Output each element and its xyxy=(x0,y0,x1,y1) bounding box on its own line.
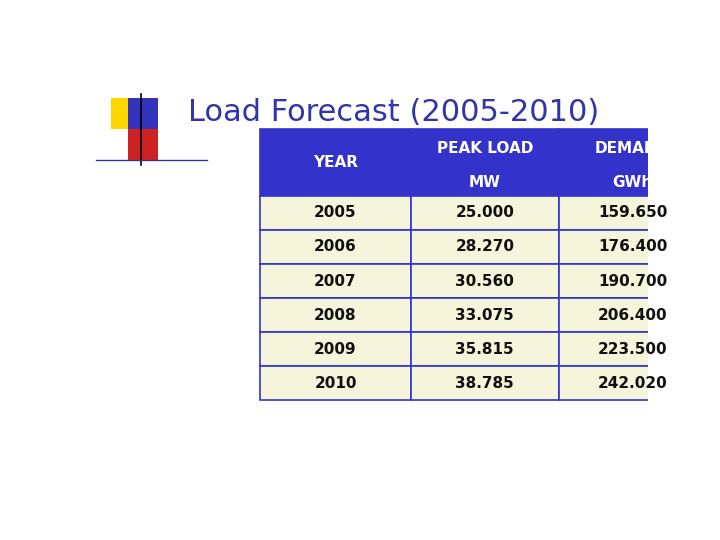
Bar xyxy=(559,332,706,366)
Text: 28.270: 28.270 xyxy=(455,239,514,254)
Text: 30.560: 30.560 xyxy=(455,274,514,288)
Bar xyxy=(260,129,411,196)
Bar xyxy=(411,298,559,332)
Text: 25.000: 25.000 xyxy=(455,205,514,220)
Bar xyxy=(559,129,706,168)
Text: DEMAND: DEMAND xyxy=(595,141,670,157)
Bar xyxy=(411,264,559,298)
Bar xyxy=(260,230,411,264)
Bar xyxy=(411,366,559,400)
Text: 190.700: 190.700 xyxy=(598,274,667,288)
Bar xyxy=(128,98,158,129)
Bar xyxy=(411,196,559,230)
Text: 2008: 2008 xyxy=(314,308,357,322)
Bar xyxy=(559,168,706,196)
Text: 35.815: 35.815 xyxy=(456,342,514,357)
Bar xyxy=(260,264,411,298)
Text: 159.650: 159.650 xyxy=(598,205,667,220)
Text: 2007: 2007 xyxy=(314,274,357,288)
Bar xyxy=(411,129,559,168)
Bar xyxy=(260,298,411,332)
Bar xyxy=(559,366,706,400)
Bar xyxy=(559,298,706,332)
Text: PEAK LOAD: PEAK LOAD xyxy=(436,141,533,157)
Bar xyxy=(411,332,559,366)
Text: 223.500: 223.500 xyxy=(598,342,667,357)
Bar xyxy=(260,366,411,400)
Bar xyxy=(411,168,559,196)
Bar xyxy=(559,230,706,264)
Text: 2010: 2010 xyxy=(314,376,357,391)
Text: YEAR: YEAR xyxy=(313,155,358,170)
Text: 2005: 2005 xyxy=(314,205,357,220)
Bar xyxy=(111,98,141,129)
Text: 242.020: 242.020 xyxy=(598,376,667,391)
Bar xyxy=(260,196,411,230)
Bar xyxy=(559,264,706,298)
Bar xyxy=(128,129,158,160)
Bar xyxy=(559,196,706,230)
Text: 206.400: 206.400 xyxy=(598,308,667,322)
Text: 33.075: 33.075 xyxy=(456,308,514,322)
Bar xyxy=(260,332,411,366)
Text: 38.785: 38.785 xyxy=(456,376,514,391)
Text: MW: MW xyxy=(469,175,501,190)
Bar xyxy=(411,230,559,264)
Text: 2009: 2009 xyxy=(314,342,357,357)
Text: 2006: 2006 xyxy=(314,239,357,254)
Text: 176.400: 176.400 xyxy=(598,239,667,254)
Text: GWh: GWh xyxy=(613,175,653,190)
Text: Load Forecast (2005-2010): Load Forecast (2005-2010) xyxy=(188,98,599,127)
